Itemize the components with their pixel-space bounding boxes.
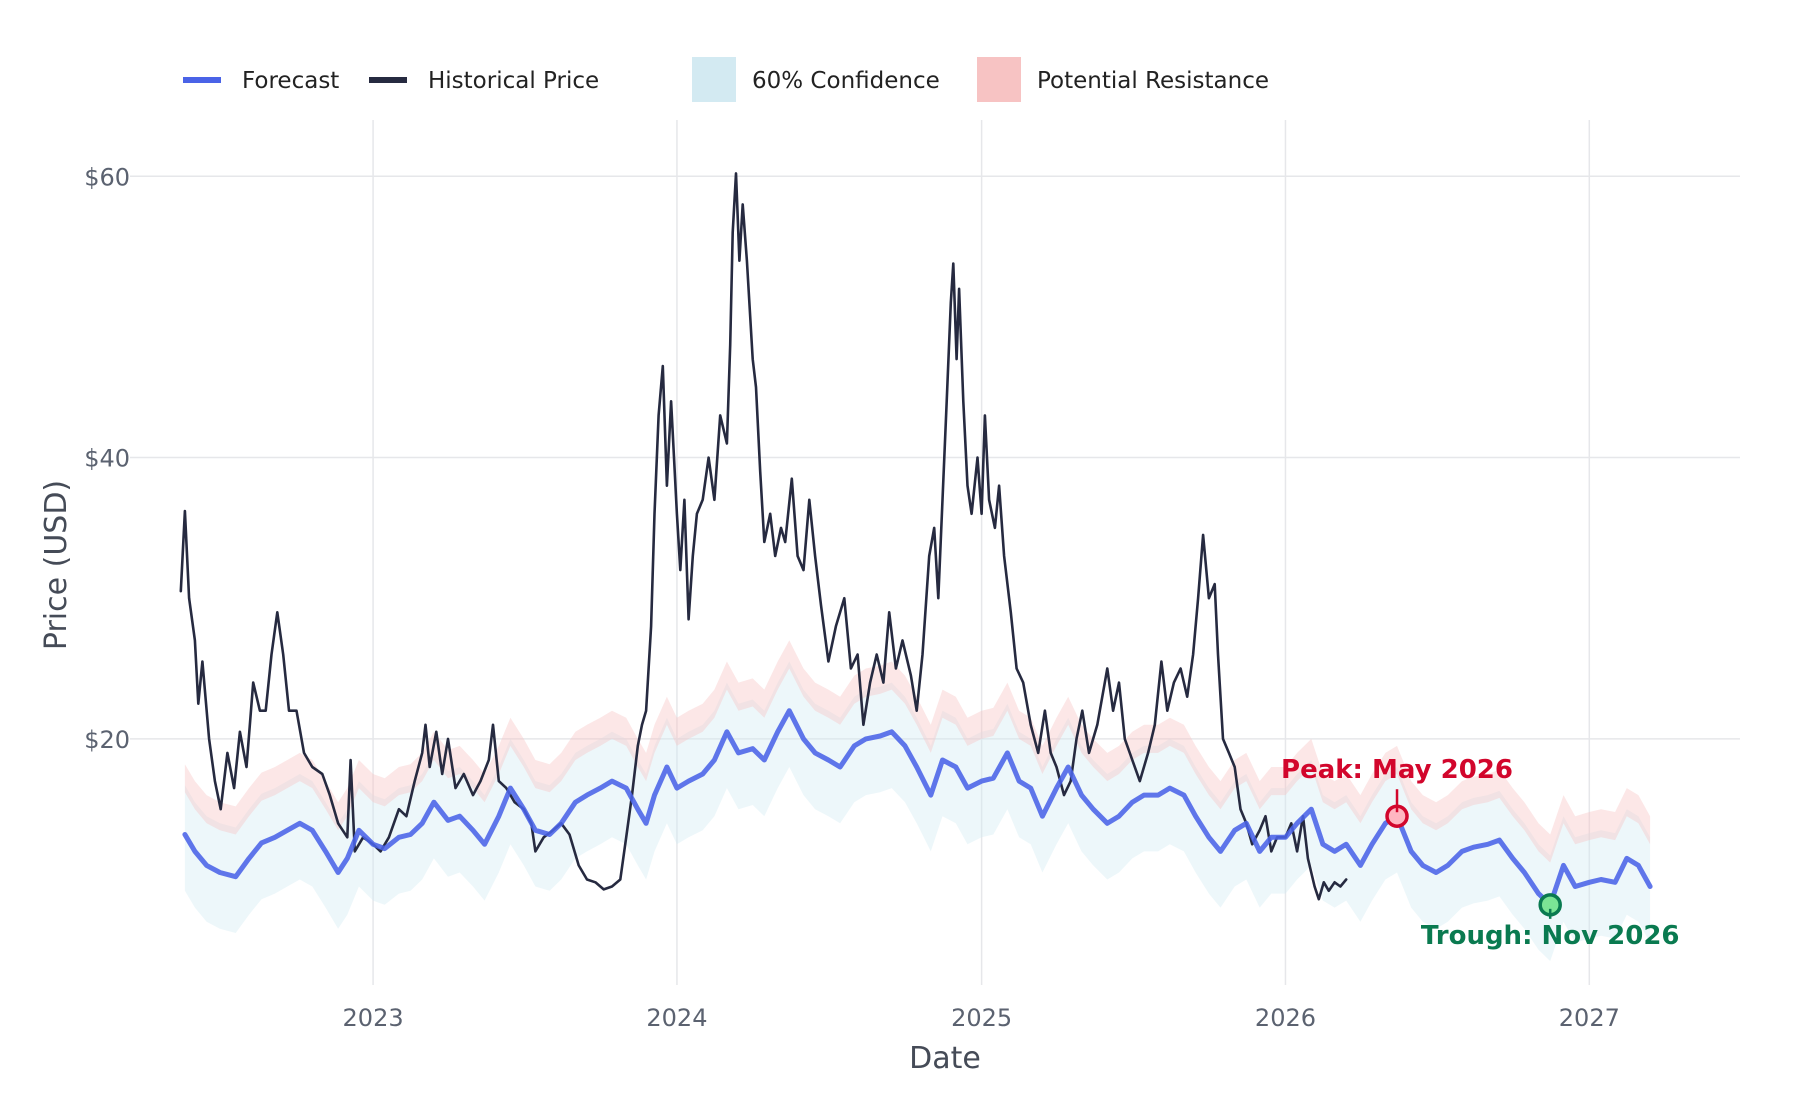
axes: Date Price (USD) 2023 2024 2025 2026 2027 $20…	[39, 163, 1620, 1076]
gridlines	[130, 120, 1740, 985]
legend-label: 60% Confidence	[752, 68, 940, 94]
legend-label: Potential Resistance	[1037, 68, 1269, 94]
x-tick-label: 2025	[951, 1004, 1012, 1032]
y-tick-label: $40	[84, 445, 130, 473]
legend-label: Forecast	[242, 68, 339, 94]
x-tick-label: 2026	[1255, 1004, 1316, 1032]
y-tick-label: $20	[84, 726, 130, 754]
trough-label: Trough: Nov 2026	[1421, 921, 1680, 951]
peak-label: Peak: May 2026	[1281, 755, 1513, 785]
legend-swatch	[977, 57, 1021, 102]
series-lines	[179, 172, 1653, 908]
x-axis-title: Date	[909, 1041, 981, 1076]
y-axis-title: Price (USD)	[39, 480, 74, 650]
60-confidence-band	[184, 661, 1651, 962]
legend: Forecast Historical Price 60% Confidence Po…	[183, 57, 1269, 102]
legend-label: Historical Price	[428, 68, 599, 94]
forecast-line	[182, 708, 1653, 908]
x-tick-label: 2027	[1559, 1004, 1620, 1032]
bands	[184, 640, 1651, 962]
x-tick-label: 2023	[343, 1004, 404, 1032]
historical-price-line	[179, 172, 1348, 901]
y-tick-label: $60	[84, 163, 130, 191]
annotations: Peak: May 2026 Trough: Nov 2026	[1281, 755, 1679, 951]
legend-swatch	[692, 57, 736, 102]
x-tick-label: 2024	[646, 1004, 707, 1032]
